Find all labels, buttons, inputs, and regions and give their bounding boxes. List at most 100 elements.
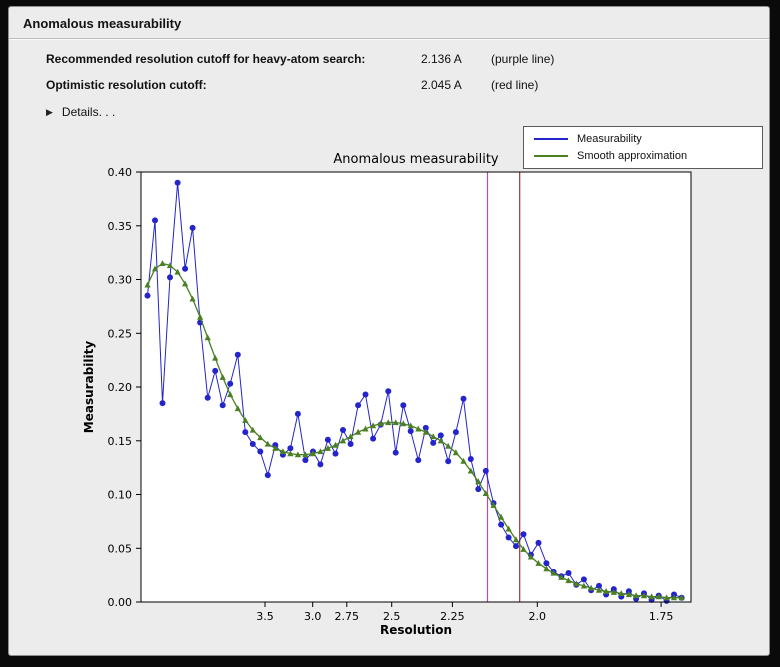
- info-section: Recommended resolution cutoff for heavy-…: [46, 52, 769, 92]
- measurability-point: [535, 539, 542, 546]
- series-smooth-approximation: [144, 260, 685, 601]
- optimistic-cutoff-note: (red line): [491, 78, 539, 92]
- measurability-point: [475, 486, 482, 493]
- measurability-point: [242, 429, 249, 436]
- measurability-point: [257, 448, 264, 455]
- smooth-point: [355, 428, 362, 435]
- smooth-point: [430, 433, 437, 440]
- smooth-point: [655, 593, 662, 600]
- smooth-point: [249, 426, 256, 433]
- measurability-point: [437, 432, 444, 439]
- smooth-point: [189, 295, 196, 302]
- measurability-point: [543, 560, 550, 567]
- svg-text:0.35: 0.35: [108, 220, 133, 233]
- svg-text:3.5: 3.5: [256, 610, 274, 623]
- chart-figure: 3.5 3.0 2.75 2.5 2.25 2.0 1.75 0.00 0.05 0.10 0.15…: [9, 122, 765, 642]
- smooth-point: [558, 574, 565, 580]
- smooth-point: [543, 565, 550, 572]
- measurability-point: [159, 400, 166, 407]
- smooth-point: [332, 441, 339, 448]
- measurability-plot: 3.5 3.0 2.75 2.5 2.25 2.0 1.75 0.00 0.05 0.10 0.15…: [82, 152, 692, 637]
- measurability-point: [520, 531, 527, 538]
- smooth-point: [663, 594, 670, 601]
- svg-text:2.25: 2.25: [440, 610, 465, 623]
- smooth-point: [407, 422, 414, 429]
- smooth-point: [670, 594, 678, 601]
- smooth-point: [392, 419, 399, 426]
- measurability-point: [204, 394, 211, 401]
- chart-title: Anomalous measurability: [333, 152, 499, 167]
- measurability-point: [580, 576, 587, 583]
- smooth-point: [482, 490, 489, 496]
- measurability-point: [355, 402, 362, 409]
- smooth-point: [400, 420, 407, 427]
- smooth-point: [166, 262, 174, 269]
- smooth-point: [422, 428, 429, 435]
- smooth-point: [309, 450, 317, 457]
- measurability-point: [249, 441, 256, 447]
- measurability-point: [452, 429, 459, 436]
- smooth-point: [565, 577, 572, 584]
- svg-text:0.30: 0.30: [108, 274, 133, 287]
- smooth-point: [257, 434, 264, 441]
- smooth-point: [467, 467, 474, 474]
- smooth-point: [640, 592, 648, 599]
- measurability-point: [152, 217, 158, 224]
- smooth-point: [498, 513, 505, 520]
- smooth-point: [347, 433, 354, 440]
- title-divider: [9, 38, 769, 40]
- smooth-point: [294, 451, 301, 458]
- smooth-point: [339, 437, 347, 444]
- smooth-point: [370, 422, 377, 429]
- smooth-point: [490, 502, 497, 508]
- measurability-point: [212, 367, 219, 374]
- smooth-point: [385, 419, 392, 426]
- smooth-point: [212, 354, 219, 361]
- svg-text:2.5: 2.5: [383, 610, 401, 623]
- measurability-point: [324, 436, 331, 443]
- recommended-cutoff-value: 2.136 A: [421, 52, 462, 66]
- smooth-point: [452, 449, 459, 456]
- measurability-point: [565, 570, 572, 576]
- smooth-point: [324, 445, 331, 451]
- measurability-point: [392, 449, 399, 456]
- smooth-point: [648, 593, 655, 600]
- disclosure-triangle-icon: ▶: [46, 106, 53, 117]
- svg-text:1.75: 1.75: [649, 610, 674, 623]
- measurability-point: [234, 351, 241, 358]
- measurability-point: [430, 439, 437, 446]
- svg-text:0.15: 0.15: [108, 435, 133, 448]
- measurability-point: [294, 410, 301, 417]
- measurability-point: [445, 458, 452, 465]
- measurability-point: [340, 427, 346, 433]
- y-axis-ticks: 0.00 0.05 0.10 0.15 0.20 0.25 0.30 0.35 0.40: [108, 166, 141, 609]
- smooth-point: [445, 442, 452, 449]
- smooth-point: [219, 374, 226, 380]
- legend-item-measurability: Measurability: [534, 133, 754, 145]
- smooth-point: [415, 425, 422, 432]
- smooth-point: [505, 525, 512, 532]
- smooth-point: [678, 594, 685, 601]
- info-row-optimistic: Optimistic resolution cutoff: 2.045 A (r…: [46, 78, 769, 92]
- optimistic-cutoff-label: Optimistic resolution cutoff:: [46, 78, 207, 92]
- smooth-point: [362, 425, 369, 432]
- legend-item-smooth-approximation: Smooth approximation: [534, 150, 754, 162]
- optimistic-cutoff-value: 2.045 A: [421, 78, 462, 92]
- info-row-recommended: Recommended resolution cutoff for heavy-…: [46, 52, 769, 66]
- smooth-point: [618, 590, 625, 596]
- smooth-point: [234, 405, 241, 412]
- smooth-point: [580, 582, 587, 589]
- svg-text:0.05: 0.05: [108, 542, 133, 555]
- measurability-point: [332, 450, 339, 457]
- measurability-point: [264, 472, 271, 479]
- smooth-point: [520, 546, 527, 552]
- x-axis-ticks: 3.5 3.0 2.75 2.5 2.25 2.0 1.75: [256, 602, 673, 623]
- measurability-point: [317, 461, 324, 468]
- measurability-point: [482, 467, 489, 474]
- smooth-point: [159, 260, 166, 266]
- chart-legend: Measurability Smooth approximation: [523, 126, 763, 169]
- smooth-point: [610, 589, 617, 595]
- details-disclosure[interactable]: ▶ Details. . .: [46, 105, 156, 119]
- smooth-point: [302, 451, 309, 458]
